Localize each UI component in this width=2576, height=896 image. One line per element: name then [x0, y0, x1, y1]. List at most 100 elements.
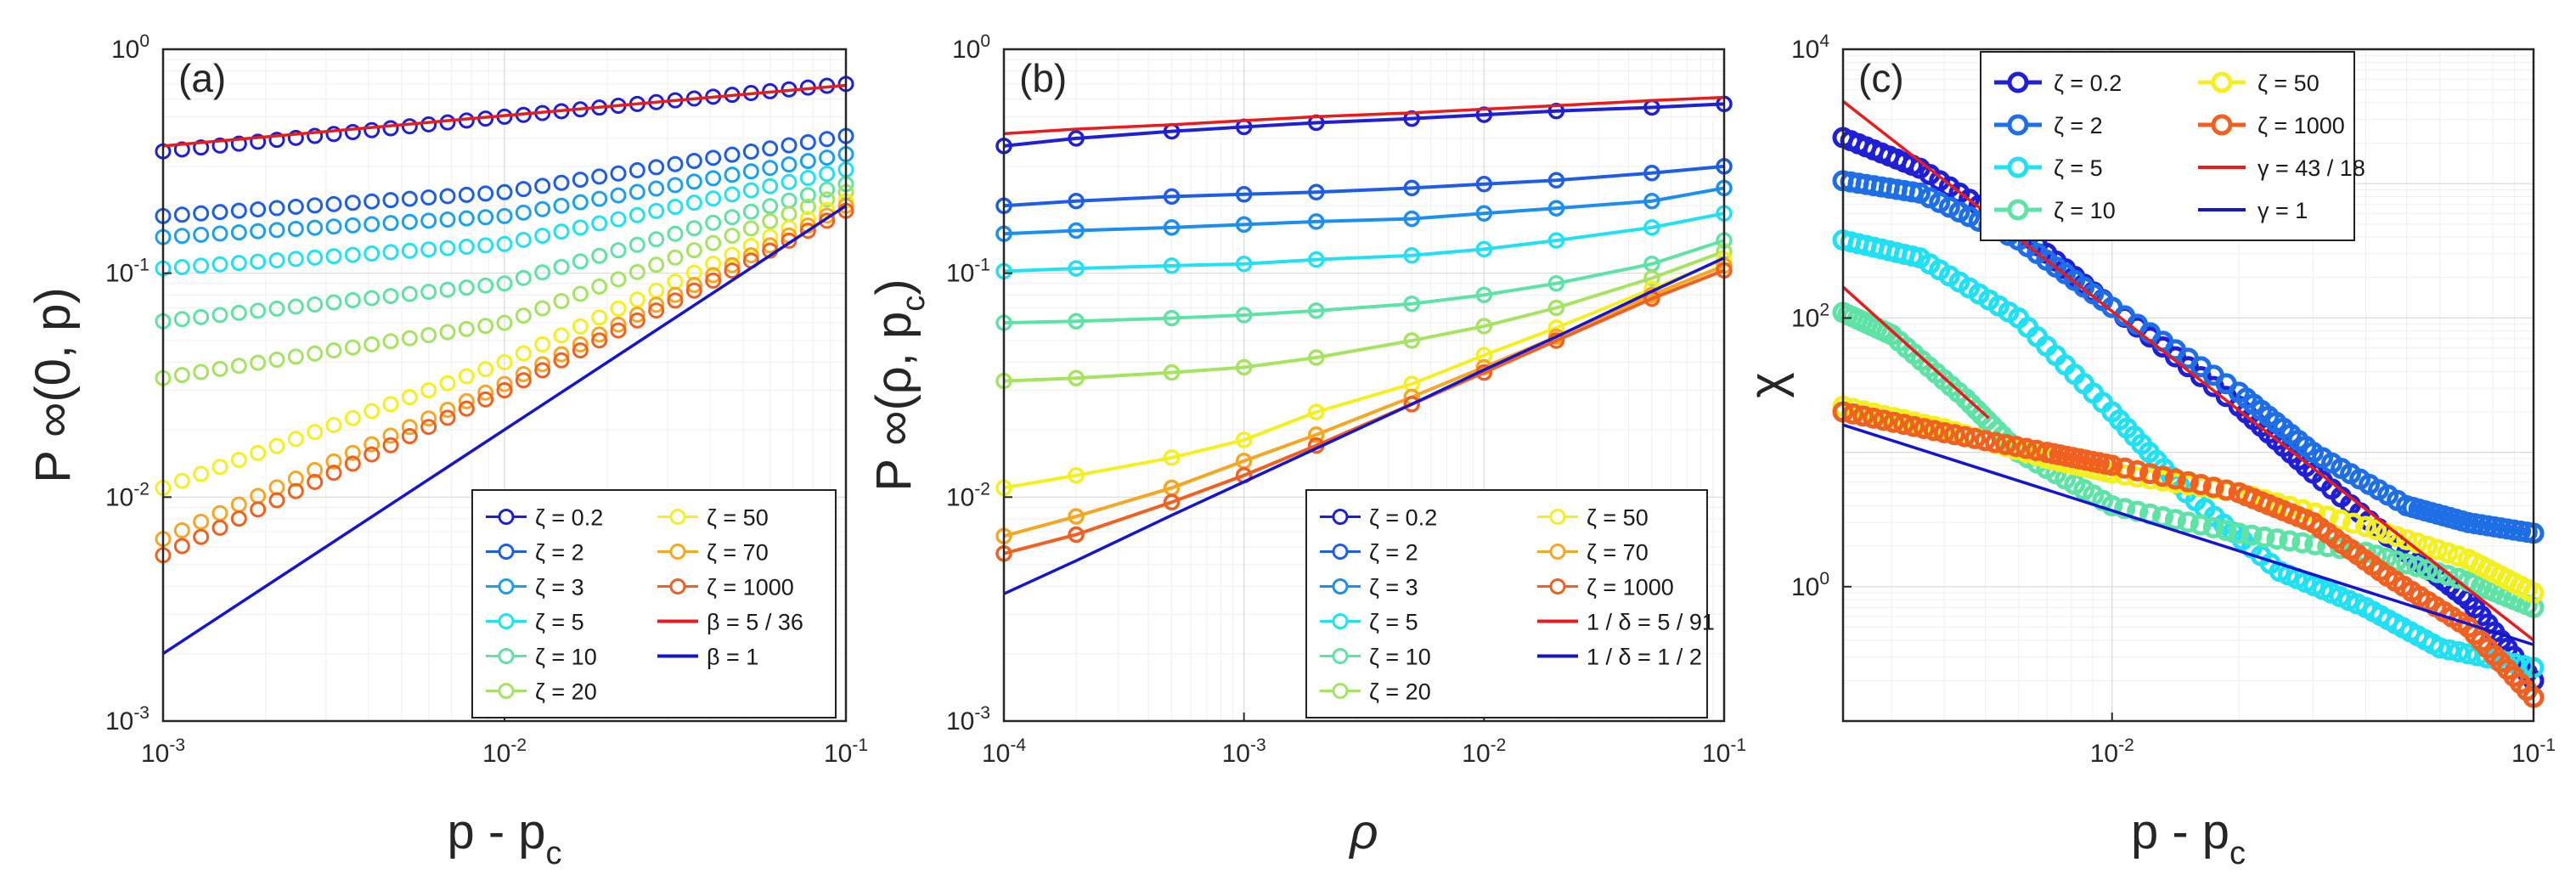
data-point	[610, 165, 627, 182]
y-tick-label: 100	[1791, 569, 1829, 601]
data-point	[1943, 424, 1965, 446]
data-point	[1873, 409, 1895, 431]
data-point	[211, 519, 228, 536]
data-point	[819, 207, 836, 224]
data-point	[287, 198, 304, 215]
data-point	[1308, 302, 1325, 319]
data-point	[364, 335, 380, 352]
data-point	[2253, 526, 2275, 548]
data-point	[610, 300, 627, 317]
data-point	[458, 392, 475, 409]
data-point	[572, 336, 589, 353]
data-point	[401, 285, 418, 302]
tick-group: 10-2 10-1 100 102 104	[1791, 31, 2556, 768]
data-point	[781, 156, 798, 173]
data-point	[287, 251, 304, 268]
legend-entry: ζ = 50	[2258, 70, 2320, 96]
data-point	[2177, 356, 2199, 378]
data-point	[1403, 396, 1420, 413]
data-point	[742, 163, 759, 180]
x-tick-label: 10-1	[824, 735, 868, 768]
data-point	[1976, 409, 1998, 431]
data-point	[477, 237, 494, 254]
data-point	[534, 356, 551, 373]
data-point	[173, 538, 190, 555]
data-point	[1308, 251, 1325, 268]
data-point	[1985, 431, 2007, 454]
data-point	[268, 492, 285, 509]
data-point	[420, 212, 437, 229]
data-point	[572, 342, 589, 359]
data-point	[364, 216, 380, 233]
legend-marker	[2007, 114, 2029, 136]
data-point	[420, 327, 437, 344]
data-point	[1163, 219, 1181, 236]
data-point	[401, 242, 418, 259]
data-point	[1403, 295, 1420, 313]
y-tick-label: 10-1	[946, 256, 990, 288]
data-point	[667, 155, 684, 172]
data-point	[364, 193, 380, 210]
data-point	[762, 198, 779, 215]
y-tick-label: 10-2	[105, 479, 149, 511]
data-point	[1403, 332, 1420, 349]
data-point	[1475, 286, 1493, 303]
data-point	[1308, 349, 1325, 366]
legend-marker	[2007, 71, 2029, 93]
data-point	[364, 290, 380, 307]
data-point	[534, 335, 551, 352]
data-point	[515, 345, 532, 362]
data-point	[307, 249, 324, 266]
fit-line	[1842, 423, 2534, 646]
data-point	[799, 153, 816, 170]
data-point	[496, 375, 513, 392]
data-point	[610, 271, 627, 288]
data-point	[477, 361, 494, 378]
data-point	[628, 307, 645, 324]
data-point	[287, 348, 304, 365]
data-point	[1163, 493, 1181, 510]
legend-entry: ζ = 3	[535, 575, 584, 600]
data-point	[420, 189, 437, 206]
data-point	[2279, 530, 2301, 552]
x-tick-label: 10-2	[482, 735, 527, 768]
data-point	[762, 237, 779, 254]
data-point	[1965, 398, 1987, 420]
data-point	[572, 318, 589, 335]
data-point	[742, 220, 759, 237]
data-point	[648, 159, 665, 176]
data-point	[685, 242, 702, 259]
data-point	[2101, 495, 2123, 517]
x-tick-label: 10-1	[2511, 735, 2556, 768]
data-point	[799, 211, 816, 228]
data-point	[211, 204, 228, 221]
data-point	[610, 211, 627, 228]
data-point	[344, 292, 361, 309]
data-point	[1902, 415, 1925, 437]
data-point	[591, 309, 608, 326]
data-point	[211, 459, 228, 476]
data-point	[230, 452, 247, 469]
data-point	[382, 333, 399, 350]
data-point	[211, 256, 228, 273]
legend-marker	[1549, 578, 1566, 595]
data-point	[173, 367, 190, 384]
data-point	[307, 219, 324, 236]
data-point	[2396, 528, 2418, 550]
data-point	[591, 278, 608, 295]
series-line	[1003, 250, 1725, 383]
data-point	[458, 279, 475, 296]
data-point	[799, 187, 816, 204]
data-point	[250, 223, 267, 239]
data-point	[344, 217, 361, 234]
data-point	[344, 339, 361, 356]
legend-marker	[498, 578, 515, 595]
data-point	[1955, 388, 1977, 410]
data-point	[553, 327, 570, 344]
data-point	[1995, 433, 2017, 455]
data-point	[420, 410, 437, 427]
data-point	[781, 206, 798, 223]
data-point	[1308, 426, 1325, 443]
x-axis-label: ρ	[1348, 804, 1378, 859]
